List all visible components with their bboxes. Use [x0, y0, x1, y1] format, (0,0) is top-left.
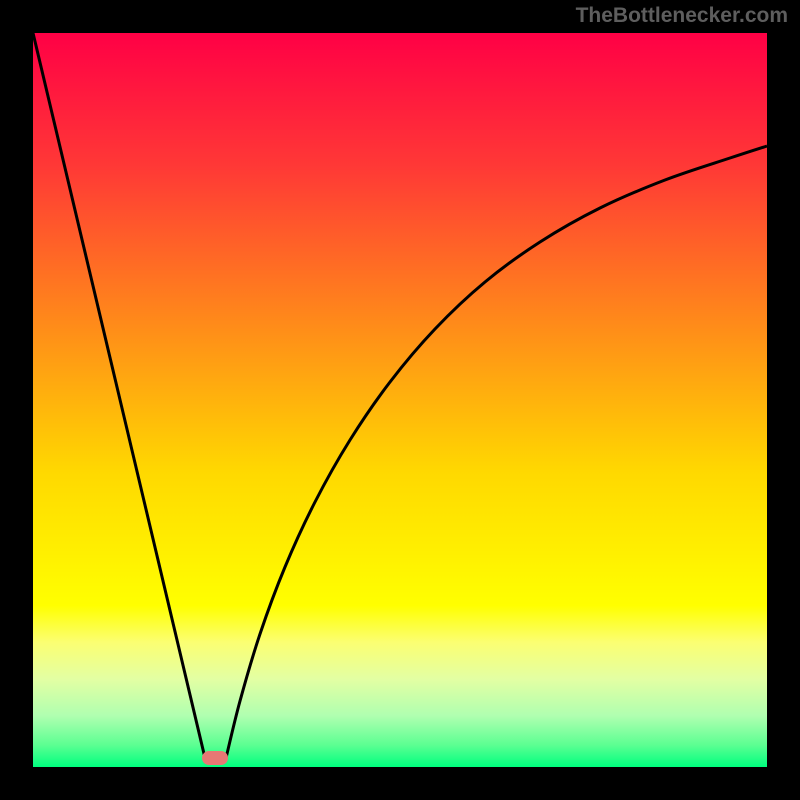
- chart-background: [33, 33, 767, 767]
- watermark-text: TheBottlenecker.com: [576, 4, 788, 28]
- optimal-point-marker: [202, 751, 228, 765]
- bottleneck-chart: [0, 0, 800, 800]
